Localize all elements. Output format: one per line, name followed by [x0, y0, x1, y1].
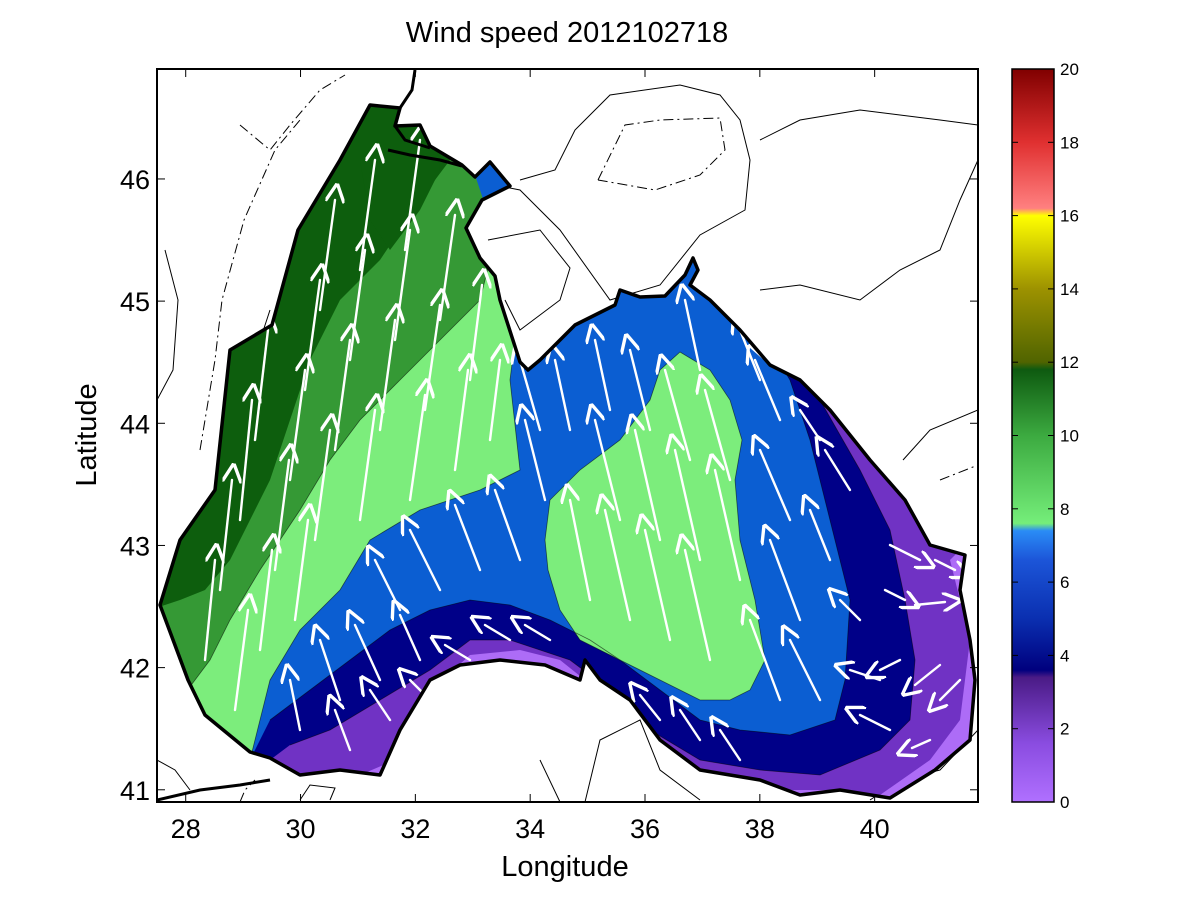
bosporus-line — [157, 778, 271, 802]
x-tick-label: 30 — [286, 814, 316, 844]
x-tick-label: 34 — [515, 814, 545, 844]
colorbar-tick-label: 18 — [1060, 133, 1079, 152]
coastline — [158, 103, 977, 800]
zone-blue-northeast — [475, 160, 510, 205]
x-axis-title: Longitude — [501, 851, 628, 883]
y-tick-label: 45 — [120, 287, 150, 317]
chart-title: Wind speed 2012102718 — [406, 17, 728, 49]
crimea-coast-detail — [387, 125, 463, 168]
colorbar-tick-label: 12 — [1060, 353, 1079, 372]
x-axis: 28 30 32 34 36 38 40 — [171, 69, 890, 844]
y-tick-label: 43 — [120, 531, 150, 561]
y-tick-label: 44 — [120, 409, 150, 439]
colorbar-tick-label: 16 — [1060, 207, 1079, 226]
colorbar-gradient — [1012, 69, 1054, 802]
colorbar-ticks: 0 2 4 6 8 10 12 14 16 18 20 — [1012, 60, 1079, 812]
azov-strait — [398, 69, 417, 109]
colorbar: 0 2 4 6 8 10 12 14 16 18 20 — [1011, 60, 1079, 812]
wind-vectors — [203, 140, 960, 762]
colorbar-tick-label: 0 — [1060, 793, 1069, 812]
colorbar-tick-label: 14 — [1060, 280, 1079, 299]
plot-frame — [156, 68, 979, 803]
x-tick-label: 38 — [745, 814, 775, 844]
x-tick-label: 28 — [171, 814, 201, 844]
colorbar-tick-label: 20 — [1060, 60, 1079, 79]
y-tick-label: 42 — [120, 654, 150, 684]
y-axis-title: Latitude — [71, 383, 103, 486]
y-tick-label: 46 — [120, 165, 150, 195]
colorbar-tick-label: 2 — [1060, 720, 1069, 739]
x-tick-label: 40 — [860, 814, 890, 844]
colorbar-tick-label: 4 — [1060, 646, 1069, 665]
y-axis: 41 42 43 44 45 46 — [120, 165, 978, 806]
zone-light-green-east — [545, 352, 765, 700]
colorbar-tick-label: 10 — [1060, 427, 1079, 446]
colorbar-tick-label: 6 — [1060, 573, 1069, 592]
x-tick-label: 36 — [630, 814, 660, 844]
colorbar-tick-label: 8 — [1060, 500, 1069, 519]
x-tick-label: 32 — [400, 814, 430, 844]
y-tick-label: 41 — [120, 776, 150, 806]
